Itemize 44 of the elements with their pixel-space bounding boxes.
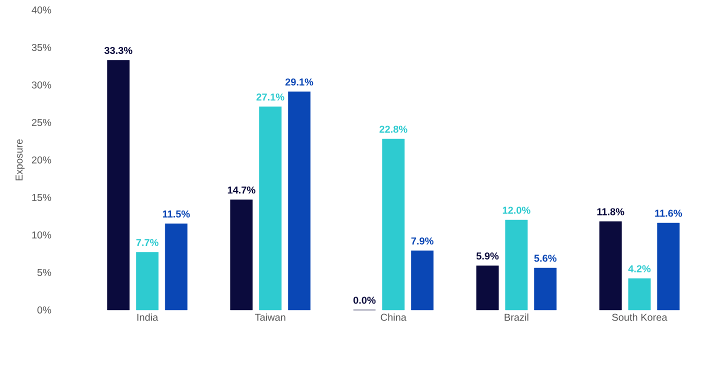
data-label: 5.9% — [476, 252, 499, 260]
bar — [476, 266, 499, 310]
data-label: 22.8% — [380, 126, 408, 133]
y-axis-title: Exposure — [16, 139, 25, 180]
y-tick-label: 20% — [32, 156, 52, 164]
bar — [382, 138, 405, 310]
y-tick-label: 30% — [32, 81, 52, 89]
data-label: 11.8% — [597, 208, 624, 216]
x-tick-label: South Korea — [612, 314, 668, 321]
x-tick-label: India — [137, 314, 158, 321]
bar — [505, 220, 528, 310]
data-label: 7.7% — [136, 238, 158, 246]
data-label: 14.7% — [228, 186, 256, 194]
data-label: 11.6% — [655, 210, 682, 217]
bar — [230, 200, 253, 310]
y-tick-label: 25% — [32, 118, 52, 126]
data-label: 29.1% — [285, 78, 314, 86]
data-label: 4.2% — [628, 265, 651, 272]
y-tick-label: 35% — [32, 44, 52, 52]
bar — [599, 221, 622, 310]
bar — [107, 60, 130, 310]
data-label: 12.0% — [502, 206, 530, 214]
y-tick-label: 5% — [37, 268, 52, 276]
x-tick-label: China — [380, 314, 406, 321]
data-label: 27.1% — [256, 93, 284, 101]
bar — [259, 106, 282, 310]
data-label: 11.5% — [162, 210, 190, 218]
y-tick-label: 0% — [37, 306, 52, 314]
bar — [136, 252, 159, 310]
data-label: 0.0% — [353, 296, 376, 304]
y-tick-label: 10% — [32, 231, 52, 239]
data-label: 33.3% — [104, 46, 132, 54]
bar — [411, 250, 434, 310]
x-tick-label: Brazil — [504, 314, 528, 321]
data-label: 5.6% — [534, 254, 556, 262]
y-tick-label: 40% — [32, 6, 52, 14]
data-label: 7.9% — [411, 237, 434, 245]
bar — [164, 224, 188, 310]
bar — [534, 268, 557, 310]
bar — [628, 278, 651, 310]
bar — [657, 222, 680, 310]
x-tick-label: Taiwan — [255, 314, 286, 321]
bar — [288, 92, 310, 310]
y-tick-label: 15% — [32, 194, 52, 202]
